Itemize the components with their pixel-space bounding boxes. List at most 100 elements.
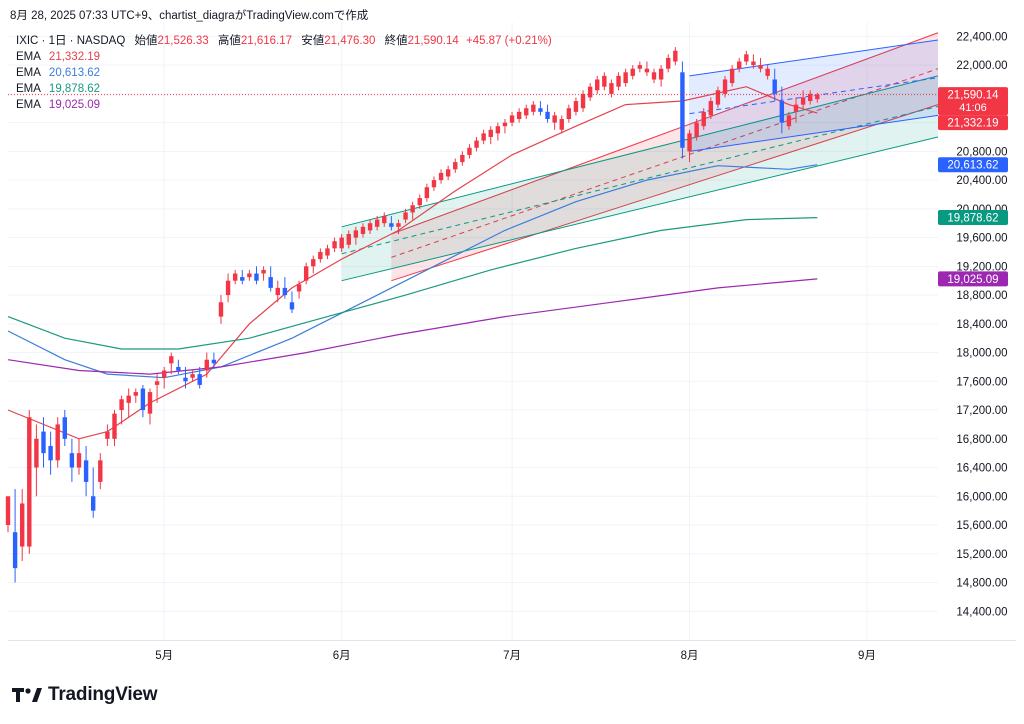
candle[interactable]	[268, 266, 273, 292]
candle[interactable]	[140, 384, 146, 418]
trend-channel[interactable]	[391, 32, 939, 282]
candle[interactable]	[715, 86, 721, 109]
candle[interactable]	[531, 101, 536, 116]
candle[interactable]	[694, 119, 699, 141]
candle[interactable]	[218, 295, 224, 324]
ema-line-4[interactable]	[7, 278, 818, 375]
candle[interactable]	[176, 359, 181, 375]
candle[interactable]	[637, 61, 643, 73]
candle[interactable]	[34, 424, 39, 497]
candle[interactable]	[708, 97, 714, 120]
candle[interactable]	[623, 68, 628, 87]
ema-line-3[interactable]	[7, 217, 818, 350]
candle[interactable]	[410, 201, 415, 220]
candle[interactable]	[488, 126, 493, 145]
candle[interactable]	[666, 54, 671, 73]
candle[interactable]	[403, 208, 408, 224]
candle[interactable]	[289, 291, 295, 314]
candle[interactable]	[83, 445, 89, 497]
candle[interactable]	[424, 183, 430, 202]
candle[interactable]	[680, 61, 685, 159]
candle[interactable]	[808, 90, 813, 105]
candle[interactable]	[673, 47, 678, 66]
candle[interactable]	[616, 72, 621, 91]
candle[interactable]	[566, 104, 572, 123]
candle[interactable]	[339, 233, 344, 252]
candle[interactable]	[524, 104, 529, 120]
candle[interactable]	[27, 410, 32, 554]
candle[interactable]	[197, 366, 202, 389]
candle[interactable]	[687, 129, 692, 163]
candle[interactable]	[374, 216, 380, 231]
candle[interactable]	[62, 410, 67, 446]
candle[interactable]	[19, 489, 25, 561]
price-chart[interactable]: 14,400.00 14,800.00 15,200.00 15,600.00 16,0…	[0, 0, 1024, 680]
candle[interactable]	[431, 176, 437, 191]
candle[interactable]	[360, 223, 366, 238]
candle[interactable]	[453, 158, 458, 173]
candle[interactable]	[69, 438, 75, 482]
candle[interactable]	[516, 108, 522, 123]
candle[interactable]	[204, 352, 209, 378]
candle[interactable]	[552, 111, 557, 130]
candle[interactable]	[559, 115, 564, 134]
candle[interactable]	[154, 374, 160, 403]
candle[interactable]	[573, 97, 579, 116]
candle[interactable]	[12, 489, 18, 583]
candle[interactable]	[701, 108, 706, 130]
candle[interactable]	[105, 424, 110, 446]
candle[interactable]	[445, 165, 451, 181]
candle[interactable]	[765, 65, 770, 80]
candle[interactable]	[630, 65, 635, 80]
candle[interactable]	[48, 431, 53, 475]
candle[interactable]	[744, 50, 749, 66]
candle[interactable]	[161, 366, 167, 389]
candle[interactable]	[5, 496, 11, 533]
candle[interactable]	[55, 417, 60, 468]
candle[interactable]	[133, 388, 138, 403]
candle[interactable]	[786, 111, 792, 130]
candle[interactable]	[460, 151, 465, 166]
candle[interactable]	[247, 269, 252, 281]
candle[interactable]	[729, 65, 735, 87]
candle[interactable]	[311, 255, 316, 274]
candle[interactable]	[644, 61, 650, 76]
candle[interactable]	[509, 111, 515, 127]
candle[interactable]	[396, 219, 401, 234]
candle[interactable]	[502, 119, 508, 134]
candle[interactable]	[602, 72, 607, 91]
candle[interactable]	[658, 65, 664, 87]
candle[interactable]	[332, 237, 337, 252]
candle[interactable]	[751, 54, 756, 69]
candle[interactable]	[495, 122, 501, 141]
candle[interactable]	[793, 97, 799, 123]
candle[interactable]	[112, 410, 117, 446]
candle[interactable]	[147, 388, 153, 425]
candle[interactable]	[346, 230, 351, 249]
candle[interactable]	[467, 144, 472, 159]
candle[interactable]	[325, 244, 330, 260]
candle[interactable]	[90, 467, 96, 518]
candle[interactable]	[261, 266, 266, 281]
candle[interactable]	[296, 280, 302, 299]
candle[interactable]	[353, 226, 359, 245]
candle[interactable]	[282, 277, 288, 299]
candle[interactable]	[126, 388, 131, 418]
candle[interactable]	[41, 417, 46, 468]
candle[interactable]	[225, 273, 231, 303]
trend-channel[interactable]	[689, 39, 939, 152]
candle[interactable]	[722, 75, 728, 98]
candle[interactable]	[183, 366, 188, 389]
candle[interactable]	[240, 269, 245, 285]
candle[interactable]	[389, 216, 394, 231]
candle[interactable]	[474, 136, 479, 152]
candle[interactable]	[651, 68, 657, 84]
candle[interactable]	[417, 194, 422, 209]
candle[interactable]	[318, 248, 323, 263]
candle[interactable]	[538, 101, 543, 116]
candle[interactable]	[303, 262, 309, 285]
candle[interactable]	[587, 83, 593, 102]
candle[interactable]	[779, 86, 785, 134]
candle[interactable]	[800, 90, 806, 109]
candle[interactable]	[438, 169, 444, 184]
